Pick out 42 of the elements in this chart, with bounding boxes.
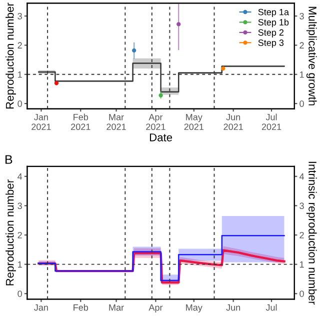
x-tick-label: Jul — [266, 304, 277, 311]
y2-axis-title: Multiplicative growth — [306, 6, 317, 106]
y2-tick-label: 0 — [300, 290, 304, 297]
x-tick-label: Feb — [74, 304, 88, 311]
x-tick-label: Mar 2021 — [106, 114, 126, 130]
y2-tick-label: 4 — [299, 173, 304, 180]
y-tick-label: 3 — [18, 13, 22, 20]
x-tick-label: Feb 2021 — [71, 114, 90, 130]
x-tick-label: Jan 2021 — [32, 114, 51, 130]
y-tick-label: 0 — [18, 100, 22, 107]
x-axis-title: Date — [150, 134, 172, 142]
x-tick-label: May — [186, 304, 202, 312]
y-tick-label: 4 — [18, 173, 22, 180]
y2-tick-label: 3 — [300, 202, 304, 210]
y2-tick-label: 0 — [300, 100, 304, 107]
y-axis-title: Reproduction number — [6, 180, 16, 286]
x-tick-label: May 2021 — [184, 114, 204, 130]
x-tick-label: Jun 2021 — [224, 114, 243, 130]
x-tick-label: Apr 2021 — [146, 114, 166, 130]
y2-tick-label: 2 — [300, 232, 304, 238]
x-tick-label: Jun — [226, 304, 240, 311]
y2-tick-label: 3 — [300, 13, 304, 20]
y-tick-label: 2 — [18, 232, 22, 238]
x-tick-label: Apr — [148, 304, 163, 312]
y2-tick-label: 2 — [300, 42, 304, 48]
legend-label: Step 1b — [258, 18, 289, 28]
y-tick-label: 0 — [18, 290, 22, 297]
legend-label: Step 2 — [258, 29, 284, 38]
y-tick-label: 1 — [18, 71, 22, 78]
y2-axis-title: Intrinsic reproduction number — [306, 162, 317, 305]
y-tick-label: 2 — [18, 42, 22, 48]
legend-label: Step 3 — [258, 40, 284, 48]
y-axis-title: Reproduction number — [6, 2, 16, 109]
legend-label: Step 1a — [258, 8, 289, 18]
y2-tick-label: 1 — [300, 261, 304, 268]
x-tick-label: Jan — [34, 304, 48, 311]
y-tick-label: 1 — [18, 261, 22, 268]
y2-tick-label: 1 — [300, 71, 304, 78]
y-tick-label: 3 — [18, 202, 22, 210]
text: B — [6, 155, 12, 164]
x-tick-label: Jul 2021 — [262, 114, 282, 130]
x-tick-label: Mar — [109, 304, 124, 311]
